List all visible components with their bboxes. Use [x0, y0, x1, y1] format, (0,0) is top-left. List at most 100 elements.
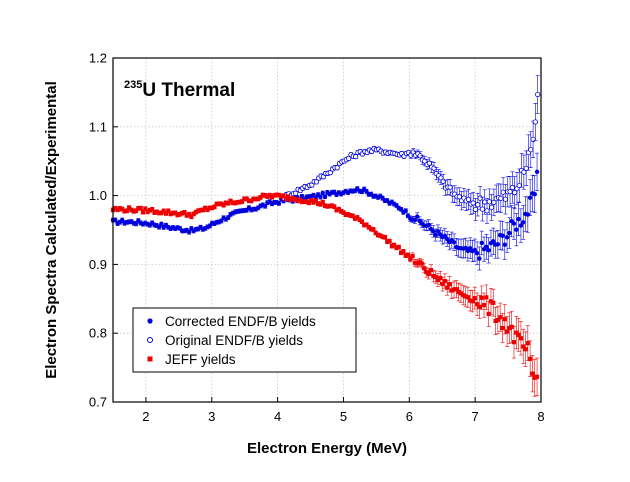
data-point [535, 91, 541, 98]
data-point [269, 194, 275, 200]
data-point [138, 206, 143, 211]
y-tick-label: 1.2 [89, 51, 107, 66]
x-tick-label: 4 [274, 409, 281, 424]
annotation-text: U Thermal [142, 80, 235, 101]
data-point [484, 244, 489, 250]
data-point [454, 287, 459, 292]
data-point [219, 201, 224, 206]
data-point [311, 200, 316, 205]
data-point [408, 256, 413, 262]
data-point [186, 229, 192, 235]
data-point [322, 203, 328, 208]
data-point [186, 212, 192, 217]
data-point [313, 179, 320, 185]
x-tick-label: 3 [208, 409, 215, 424]
data-point [415, 214, 420, 219]
data-point [449, 288, 454, 293]
data-point [290, 196, 295, 201]
data-point [504, 329, 510, 334]
legend-marker-jeff [147, 356, 153, 362]
data-point [525, 212, 531, 217]
data-point [265, 194, 270, 199]
data-point [456, 289, 461, 295]
data-point [260, 192, 265, 198]
data-point [235, 200, 240, 205]
data-point [117, 206, 123, 211]
data-point [445, 285, 450, 290]
data-point [451, 240, 457, 245]
data-point [113, 217, 118, 223]
data-point [444, 236, 450, 242]
data-point [216, 201, 222, 206]
data-point [435, 277, 441, 283]
data-point [500, 325, 505, 331]
data-point [309, 198, 314, 203]
data-point [143, 206, 148, 211]
x-axis-title: Electron Energy (MeV) [247, 440, 407, 457]
data-point [528, 356, 533, 361]
data-point [214, 201, 219, 207]
data-point [380, 234, 385, 239]
data-point [205, 207, 210, 212]
data-point [177, 212, 182, 217]
data-point [387, 239, 392, 244]
data-point [523, 165, 529, 171]
data-point [518, 223, 524, 228]
data-point [433, 232, 438, 238]
data-point [293, 190, 299, 196]
data-point [355, 215, 360, 220]
data-point [495, 317, 500, 323]
data-point [166, 208, 171, 213]
data-point [486, 311, 491, 317]
data-point [507, 189, 513, 195]
data-point [532, 192, 537, 197]
data-point [468, 298, 473, 303]
data-point [193, 210, 199, 215]
data-point [398, 250, 404, 255]
data-point [534, 169, 540, 175]
data-point [226, 201, 231, 206]
legend: Corrected ENDF/B yields Original ENDF/B … [132, 307, 357, 373]
data-point [168, 211, 173, 217]
data-point [509, 324, 514, 329]
data-point [276, 201, 282, 206]
data-point [322, 194, 328, 199]
data-point [403, 253, 408, 258]
data-point [534, 374, 540, 379]
series-0 [110, 152, 540, 271]
data-point [129, 207, 134, 213]
data-point [343, 212, 348, 217]
data-point [479, 206, 485, 212]
data-point [286, 194, 291, 199]
data-point [357, 217, 362, 222]
data-point [147, 208, 152, 213]
data-point [251, 196, 256, 202]
data-point [325, 204, 330, 209]
data-point [329, 203, 335, 208]
data-point [221, 203, 226, 208]
data-point [276, 193, 282, 198]
data-point [279, 194, 284, 199]
data-point [262, 203, 268, 209]
data-point [350, 213, 355, 219]
data-point [230, 200, 235, 205]
data-point [389, 243, 394, 249]
data-point [369, 226, 374, 232]
data-point [491, 300, 496, 306]
y-tick-label: 1.1 [89, 119, 107, 134]
data-point [258, 195, 263, 200]
y-tick-label: 0.7 [89, 395, 107, 410]
data-point [447, 282, 452, 287]
data-point [527, 195, 533, 200]
data-point [362, 222, 367, 228]
data-point [412, 217, 418, 223]
data-point [514, 227, 519, 232]
data-point [428, 268, 434, 273]
axis-ticks: 2 3 4 5 6 7 8 0.7 0.8 0.9 1.0 1.1 1.2 [89, 51, 545, 425]
data-point [405, 252, 411, 257]
data-point [440, 178, 446, 184]
data-point [203, 205, 208, 211]
data-point [295, 198, 300, 203]
data-point [228, 198, 233, 204]
data-point [253, 196, 258, 202]
